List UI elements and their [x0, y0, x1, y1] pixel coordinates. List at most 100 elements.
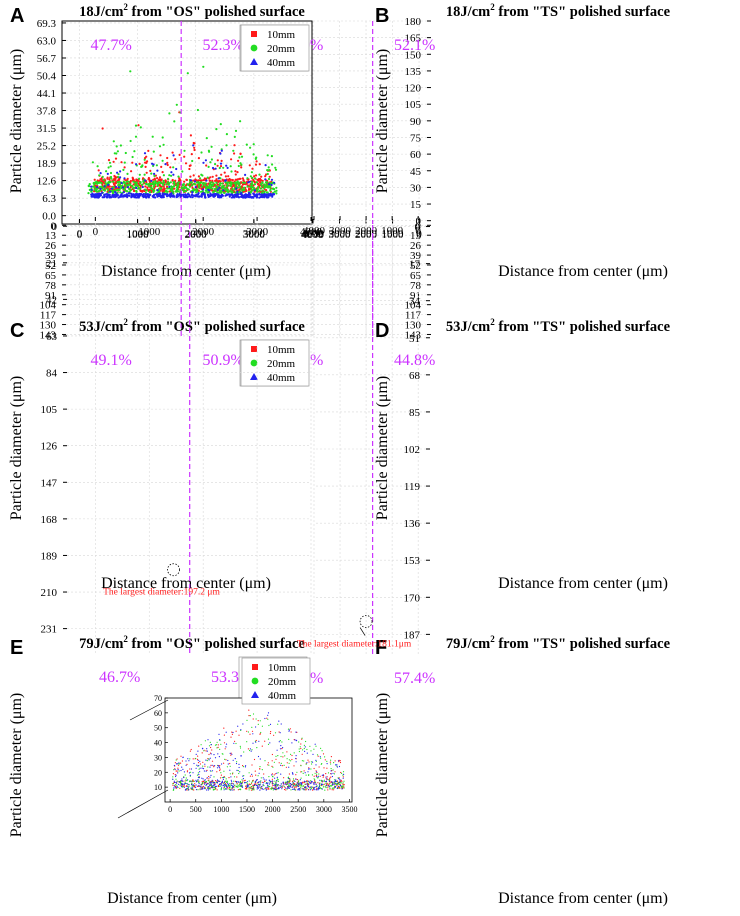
data-point-10mm: [362, 208, 364, 210]
data-point-20mm: [369, 205, 371, 207]
data-point-20mm: [345, 207, 347, 209]
data-point-10mm: [396, 204, 398, 206]
data-point-40mm: [360, 213, 362, 215]
data-point-20mm: [402, 209, 404, 211]
data-point-20mm: [367, 209, 369, 211]
data-point-10mm: [85, 240, 87, 242]
data-point-20mm: [375, 211, 377, 213]
data-point-10mm: [166, 157, 168, 159]
data-point-10mm: [355, 195, 357, 197]
data-point-10mm: [336, 208, 338, 210]
data-point-20mm: [168, 182, 170, 184]
data-point-40mm: [398, 213, 400, 215]
data-point-20mm: [193, 189, 195, 191]
data-point-10mm: [223, 258, 225, 260]
data-point-10mm: [146, 172, 148, 174]
data-point-10mm: [176, 232, 178, 234]
data-point-10mm: [166, 233, 168, 235]
data-point-40mm: [369, 211, 371, 213]
data-point-10mm: [387, 207, 389, 209]
data-point-40mm: [399, 211, 401, 213]
data-point-10mm: [396, 205, 398, 207]
data-point-10mm: [86, 238, 88, 240]
data-point-40mm: [352, 212, 354, 214]
data-point-20mm: [402, 206, 404, 208]
data-point-10mm: [344, 208, 346, 210]
data-point-40mm: [352, 213, 354, 215]
data-point-10mm: [85, 238, 87, 240]
data-point-20mm: [367, 210, 369, 212]
data-point-10mm: [383, 209, 385, 211]
data-point-10mm: [382, 207, 384, 209]
data-point-20mm: [198, 184, 200, 186]
data-point-10mm: [351, 207, 353, 209]
data-point-10mm: [369, 200, 371, 202]
data-point-20mm: [380, 206, 382, 208]
data-point-40mm: [406, 211, 408, 213]
data-point-40mm: [368, 214, 370, 216]
data-point-40mm: [366, 211, 368, 213]
data-point-40mm: [356, 212, 358, 214]
data-point-20mm: [400, 207, 402, 209]
data-point-40mm: [358, 214, 360, 216]
data-point-40mm: [103, 194, 105, 196]
data-point-20mm: [152, 191, 154, 193]
data-point-10mm: [107, 236, 109, 238]
data-point-20mm: [407, 200, 409, 202]
data-point-10mm: [383, 205, 385, 207]
data-point-20mm: [170, 187, 172, 189]
data-point-10mm: [334, 202, 336, 204]
data-point-20mm: [132, 156, 134, 158]
data-point-40mm: [405, 191, 407, 193]
data-point-20mm: [88, 243, 90, 245]
data-point-10mm: [144, 185, 146, 187]
data-point-10mm: [378, 206, 380, 208]
data-point-10mm: [246, 256, 248, 258]
data-point-20mm: [400, 208, 402, 210]
data-point-20mm: [163, 239, 165, 241]
data-point-20mm: [89, 233, 91, 235]
right-percentage: 52.3%: [203, 37, 244, 54]
data-point-10mm: [171, 238, 173, 240]
data-point-40mm: [357, 213, 359, 215]
data-point-40mm: [387, 211, 389, 213]
data-point-10mm: [396, 209, 398, 211]
data-point-20mm: [363, 210, 365, 212]
data-point-20mm: [102, 189, 104, 191]
data-point-40mm: [344, 213, 346, 215]
data-point-10mm: [149, 170, 151, 172]
data-point-20mm: [102, 176, 104, 178]
data-point-40mm: [158, 195, 160, 197]
data-point-10mm: [370, 208, 372, 210]
data-point-20mm: [224, 232, 226, 234]
data-point-10mm: [256, 160, 258, 162]
data-point-20mm: [361, 206, 363, 208]
data-point-40mm: [367, 211, 369, 213]
data-point-20mm: [401, 191, 403, 193]
data-point-10mm: [166, 238, 168, 240]
data-point-10mm: [198, 157, 200, 159]
data-point-20mm: [382, 209, 384, 211]
data-point-40mm: [115, 193, 117, 195]
data-point-10mm: [373, 198, 375, 200]
data-point-10mm: [404, 199, 406, 201]
data-point-10mm: [154, 240, 156, 242]
y-tick-label: 45: [410, 166, 422, 178]
data-point-10mm: [242, 177, 244, 179]
data-point-10mm: [378, 205, 380, 207]
data-point-20mm: [268, 166, 270, 168]
data-point-20mm: [402, 210, 404, 212]
data-point-20mm: [337, 208, 339, 210]
data-point-20mm: [352, 205, 354, 207]
data-point-20mm: [97, 165, 99, 167]
data-point-10mm: [374, 209, 376, 211]
data-point-10mm: [166, 162, 168, 164]
data-point-40mm: [375, 212, 377, 214]
data-point-10mm: [388, 207, 390, 209]
data-point-20mm: [374, 207, 376, 209]
data-point-40mm: [403, 193, 405, 195]
data-point-40mm: [94, 193, 96, 195]
data-point-20mm: [378, 209, 380, 211]
data-point-40mm: [212, 167, 214, 169]
data-point-20mm: [100, 250, 102, 252]
